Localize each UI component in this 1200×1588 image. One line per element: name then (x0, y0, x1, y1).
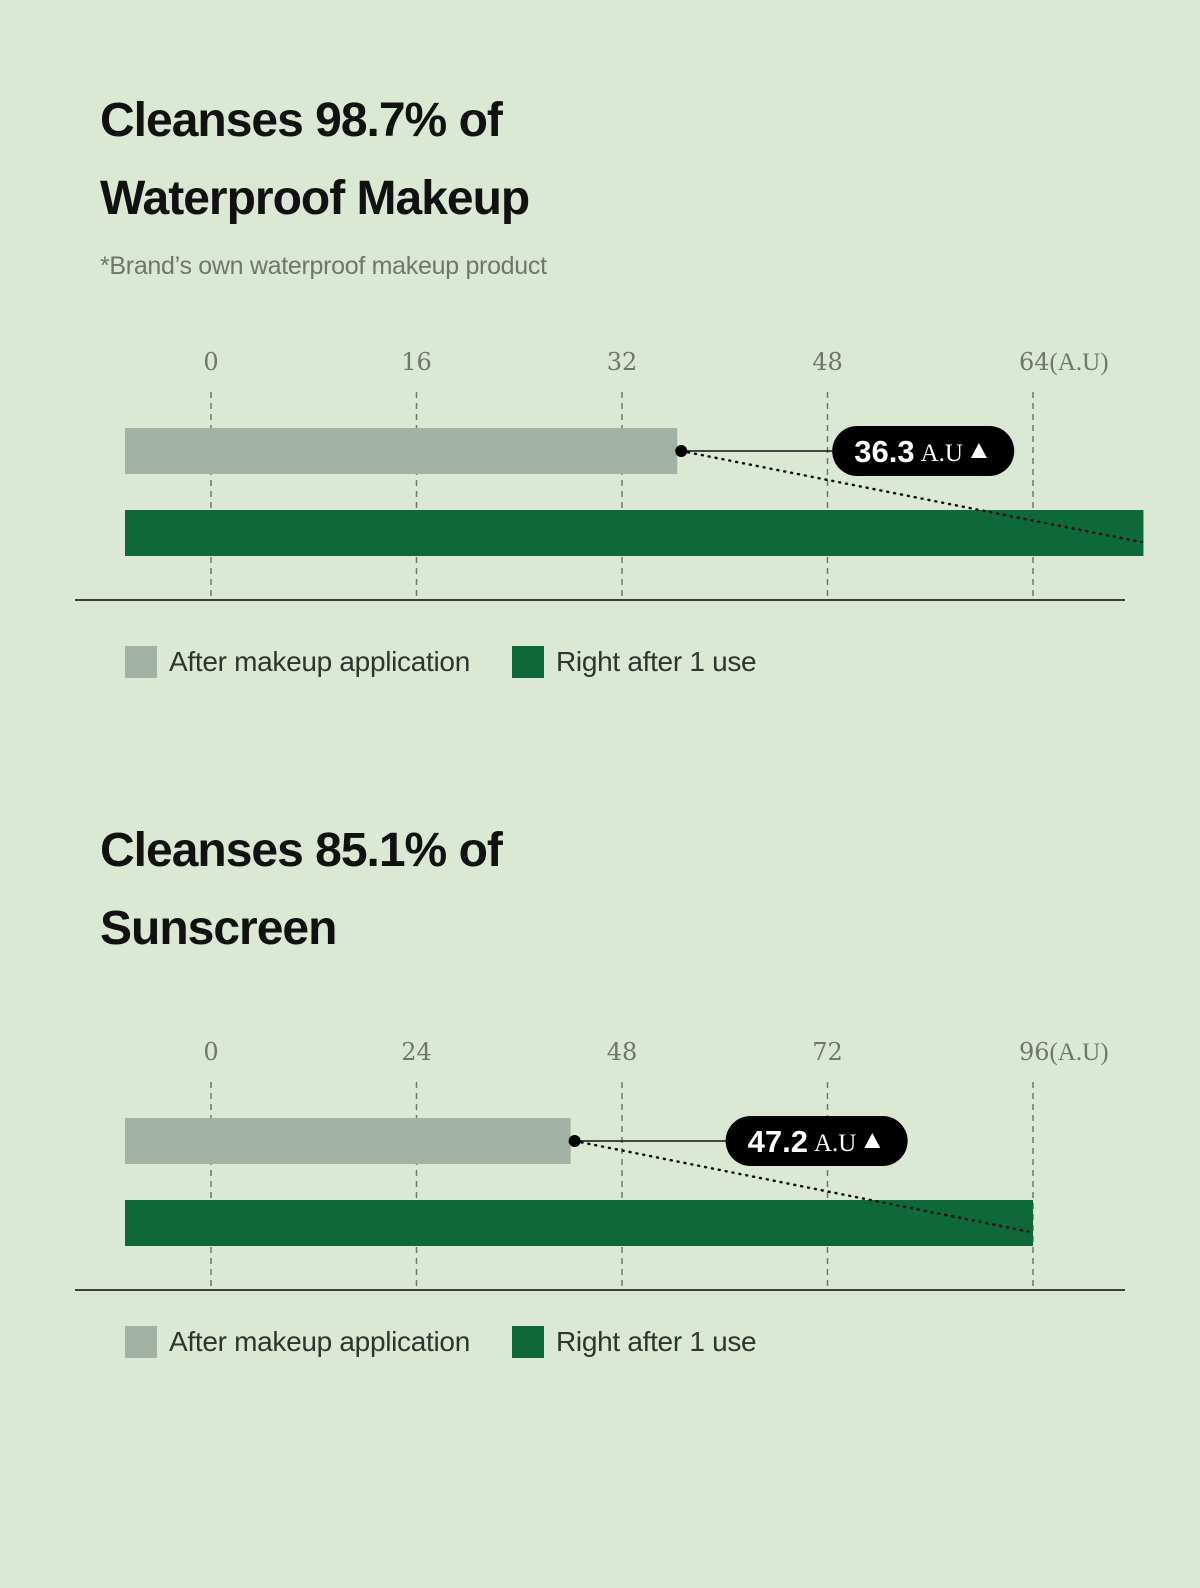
legend-swatch-after (511, 1326, 544, 1358)
difference-badge (725, 1116, 908, 1166)
chart-title-line1: Cleanses 98.7% of (100, 94, 503, 147)
legend-item-before: After makeup application (125, 1326, 470, 1358)
x-tick-label: 48 (607, 1038, 638, 1066)
x-tick-label: 0 (203, 1038, 218, 1066)
legend-item-after: Right after 1 use (511, 646, 757, 678)
bar-chart-makeup: 0 16 32 48 64 (A.U) 36.3 A.U (75, 348, 1144, 601)
legend-swatch-before (125, 646, 157, 678)
difference-badge (832, 426, 1015, 476)
bar-chart-sunscreen: 0 24 48 72 96 (A.U) 47.2 A.U (75, 1038, 1125, 1291)
x-tick-label: 16 (401, 348, 432, 376)
legend-item-before: After makeup application (125, 646, 470, 678)
legend-label-after: Right after 1 use (555, 646, 757, 677)
x-axis-unit-label: (A.U) (1050, 1039, 1109, 1066)
x-tick-label: 48 (812, 348, 843, 376)
x-axis-unit-label: (A.U) (1050, 349, 1109, 376)
decrease-connector-line (573, 1139, 1033, 1234)
bar-after-makeup-application (125, 428, 678, 474)
x-tick-label: 96 (1019, 1038, 1050, 1066)
legend-swatch-before (125, 1326, 157, 1358)
difference-unit: A.U (814, 1130, 856, 1157)
decrease-connector-line (679, 449, 1143, 544)
legend-label-before: After makeup application (169, 646, 470, 677)
difference-value: 47.2 (748, 1124, 808, 1159)
chart-subtitle: *Brand’s own waterproof makeup product (100, 252, 547, 280)
bar-end-marker (568, 1135, 581, 1147)
legend-swatch-after (511, 646, 544, 678)
bar-end-marker (675, 445, 688, 457)
legend-label-before: After makeup application (169, 1326, 470, 1357)
chart-section-makeup: Cleanses 98.7% of Waterproof Makeup *Bra… (0, 0, 1200, 760)
chart-title-line1: Cleanses 85.1% of (100, 824, 503, 877)
legend-label-after: Right after 1 use (555, 1326, 757, 1357)
legend-item-after: Right after 1 use (511, 1326, 757, 1358)
difference-unit: A.U (921, 440, 963, 467)
arrow-up-icon (864, 1133, 881, 1148)
chart-title-line2: Sunscreen (100, 902, 337, 955)
difference-value: 36.3 (854, 434, 914, 469)
x-tick-label: 32 (607, 348, 638, 376)
x-tick-label: 72 (812, 1038, 843, 1066)
x-tick-label: 64 (1019, 348, 1050, 376)
chart-legend: After makeup application Right after 1 u… (125, 646, 798, 678)
chart-legend: After makeup application Right after 1 u… (125, 1326, 798, 1358)
bar-right-after-1-use (125, 1200, 1033, 1246)
x-tick-label: 0 (203, 348, 218, 376)
x-tick-label: 24 (401, 1038, 432, 1066)
bar-right-after-1-use (125, 510, 1144, 556)
arrow-up-icon (970, 443, 987, 458)
chart-section-sunscreen: Cleanses 85.1% of Sunscreen 0 24 48 72 96 (A.… (0, 760, 1200, 1588)
bar-after-makeup-application (125, 1118, 571, 1164)
chart-title-line2: Waterproof Makeup (100, 172, 530, 225)
